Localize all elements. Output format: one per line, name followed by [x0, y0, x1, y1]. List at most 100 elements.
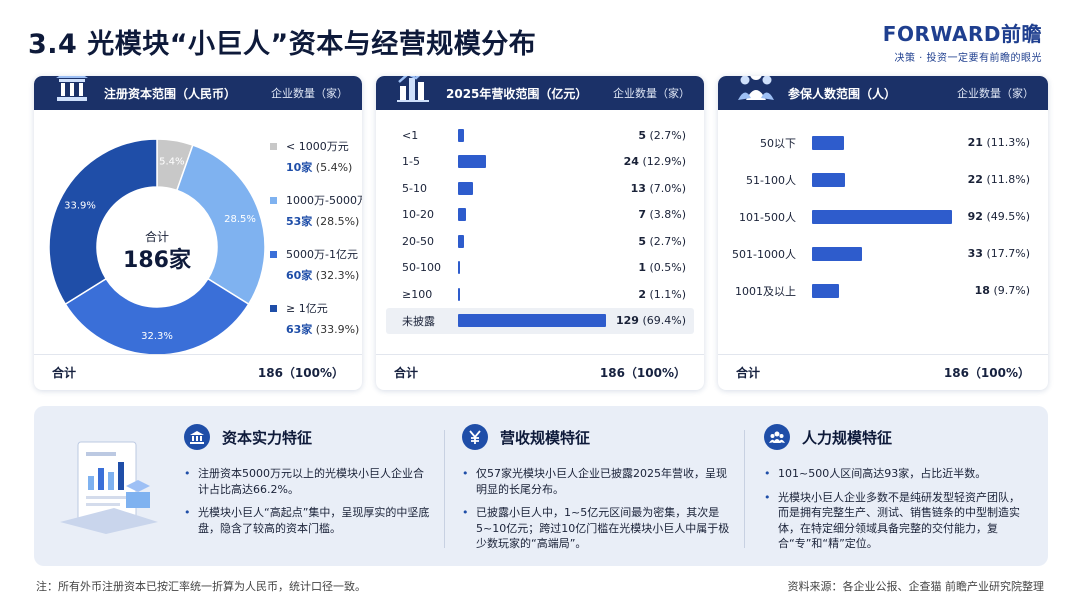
revenue-card-unit: 企业数量（家）: [613, 87, 690, 100]
bar-value-label: 92 (49.5%): [967, 210, 1030, 223]
bar-value-label: 13 (7.0%): [630, 181, 686, 195]
insight-staff-point: 光模块小巨人企业多数不是纯研发型轻资产团队，而是拥有完整生产、测试、销售链条的中…: [764, 490, 1026, 552]
bar: [458, 234, 464, 248]
revenue-card-header: 2025年营收范围（亿元） 企业数量（家）: [376, 76, 704, 110]
legend-label: 1000万-5000万元: [286, 194, 362, 207]
legend-value: 63家 (33.9%): [286, 323, 360, 336]
insight-staff-title: 人力规模特征: [802, 428, 893, 447]
insight-staff: 人力规模特征 101~500人区间高达93家，占比近半数。 光模块小巨人企业多数…: [764, 424, 1026, 560]
insight-staff-point: 101~500人区间高达93家，占比近半数。: [764, 466, 1026, 482]
revenue-card-footer: 合计 186（100%）: [376, 354, 704, 390]
bar-category-label: 1-5: [402, 155, 420, 169]
bar-value-label: 2 (1.1%): [638, 287, 686, 301]
bank-icon: [184, 424, 210, 450]
staff-total-value: 186（100%）: [943, 366, 1030, 380]
bar-value-label: 5 (2.7%): [638, 128, 686, 142]
legend-label: 5000万-1亿元: [286, 248, 358, 261]
staff-bar-chart: 50以下 21 (11.3%) 51-100人 22 (11.8%) 101-500人 9…: [728, 124, 1038, 309]
bar-value-label: 129 (69.4%): [616, 314, 686, 328]
bar-category-label: 51-100人: [746, 173, 796, 187]
bar-row: 1-5 24 (12.9%): [386, 149, 694, 176]
bar-row: 5-10 13 (7.0%): [386, 175, 694, 202]
revenue-card-title: 2025年营收范围（亿元）: [446, 86, 588, 101]
donut-slice: [48, 138, 158, 306]
bank-building-icon: [56, 76, 88, 101]
capital-total-value: 186（100%）: [257, 366, 344, 380]
divider: [744, 430, 745, 548]
bar-row: <1 5 (2.7%): [386, 122, 694, 149]
staff-card-footer: 合计 186（100%）: [718, 354, 1048, 390]
insight-revenue-point: 已披露小巨人中，1~5亿元区间最为密集，其次是5~10亿元；跨过10亿门槛在光模…: [462, 505, 732, 552]
bar-row: 50-100 1 (0.5%): [386, 255, 694, 282]
revenue-total-value: 186（100%）: [599, 366, 686, 380]
capital-card-title: 注册资本范围（人民币）: [104, 86, 237, 101]
bar-row: 51-100人 22 (11.8%): [728, 161, 1038, 198]
bar-category-label: ≥100: [402, 287, 433, 301]
capital-card-header: 注册资本范围（人民币） 企业数量（家）: [34, 76, 362, 110]
legend-swatch: [270, 250, 277, 258]
bar-category-label: 5-10: [402, 181, 427, 195]
people-group-icon: [738, 76, 774, 100]
capital-donut-chart: 5.4% 28.5% 32.3% 33.9% 合计 186家: [42, 132, 272, 362]
revenue-card: 2025年营收范围（亿元） 企业数量（家） <1 5 (2.7%) 1-5 24 (1…: [376, 76, 704, 390]
bar-category-label: 10-20: [402, 208, 434, 222]
legend-item: ≥ 1亿元 63家 (33.9%): [270, 300, 362, 337]
bar-row: 10-20 7 (3.8%): [386, 202, 694, 229]
legend-value: 53家 (28.5%): [286, 215, 360, 228]
legend-swatch: [270, 196, 277, 204]
insight-capital-point: 光模块小巨人“高起点”集中，呈现厚实的中坚底盘，隐含了较高的资本门槛。: [184, 505, 434, 536]
donut-svg: 5.4% 28.5% 32.3% 33.9% 合计 186家: [48, 138, 266, 356]
bar: [812, 172, 846, 187]
capital-total-label: 合计: [52, 366, 77, 380]
footnote: 注：所有外币注册资本已按汇率统一折算为人民币，统计口径一致。: [36, 580, 366, 593]
bar-value-label: 24 (12.9%): [623, 155, 686, 169]
staff-card-title: 参保人数范围（人）: [788, 86, 897, 101]
bar-value-label: 33 (17.7%): [967, 247, 1030, 260]
page-title: 3.4 光模块“小巨人”资本与经营规模分布: [28, 29, 537, 60]
report-document-icon: [60, 441, 158, 534]
staff-total-label: 合计: [736, 366, 761, 380]
bar-row: 20-50 5 (2.7%): [386, 228, 694, 255]
capital-card-unit: 企业数量（家）: [271, 87, 348, 100]
revenue-total-label: 合计: [394, 366, 419, 380]
insight-revenue: 营收规模特征 仅57家光模块小巨人企业已披露2025年营收，呈现明显的长尾分布。…: [462, 424, 732, 560]
bar: [458, 314, 606, 328]
bar-category-label: 50-100: [402, 261, 441, 275]
bar: [458, 208, 467, 222]
revenue-bar-chart: <1 5 (2.7%) 1-5 24 (12.9%) 5-10 13 (7.0%) 10-2…: [386, 122, 694, 334]
legend-item: 1000万-5000万元 53家 (28.5%): [270, 192, 362, 229]
staff-card: 参保人数范围（人） 企业数量（家） 50以下 21 (11.3%) 51-100人 2…: [718, 76, 1048, 390]
legend-value: 60家 (32.3%): [286, 269, 360, 282]
bar-value-label: 5 (2.7%): [638, 234, 686, 248]
donut-percent-label: 33.9%: [64, 200, 96, 211]
legend-label: ≥ 1亿元: [286, 302, 328, 315]
bar-chart-icon: [397, 76, 429, 102]
legend-label: < 1000万元: [286, 140, 349, 153]
staff-card-unit: 企业数量（家）: [957, 87, 1034, 100]
brand-logo: FORWARD前瞻 决策 · 投资一定要有前瞻的眼光: [883, 18, 1042, 64]
capital-legend: < 1000万元 10家 (5.4%) 1000万-5000万元 53家 (28.5%…: [270, 138, 362, 354]
donut-percent-label: 5.4%: [159, 156, 184, 167]
donut-slice: [64, 277, 250, 356]
staff-card-header: 参保人数范围（人） 企业数量（家）: [718, 76, 1048, 110]
data-source: 资料来源：各企业公报、企查猫 前瞻产业研究院整理: [787, 580, 1045, 593]
donut-center-label: 合计: [145, 229, 169, 244]
bar-row: 未披露 129 (69.4%): [386, 307, 694, 334]
insight-revenue-title: 营收规模特征: [500, 428, 591, 447]
insight-capital-title: 资本实力特征: [222, 428, 313, 447]
donut-center-value: 186家: [123, 247, 192, 273]
insight-revenue-point: 仅57家光模块小巨人企业已披露2025年营收，呈现明显的长尾分布。: [462, 466, 732, 497]
brand-name: FORWARD前瞻: [882, 22, 1042, 46]
bar-value-label: 1 (0.5%): [638, 261, 686, 275]
bar: [458, 287, 461, 301]
bar: [812, 246, 863, 261]
bar: [458, 181, 473, 195]
bar-category-label: <1: [402, 128, 419, 142]
bar-category-label: 501-1000人: [732, 247, 796, 261]
bar-category-label: 50以下: [760, 136, 796, 150]
bar-value-label: 22 (11.8%): [967, 173, 1030, 186]
yen-icon: [462, 424, 488, 450]
bar: [812, 135, 844, 150]
bar-row: 501-1000人 33 (17.7%): [728, 235, 1038, 272]
divider: [444, 430, 445, 548]
